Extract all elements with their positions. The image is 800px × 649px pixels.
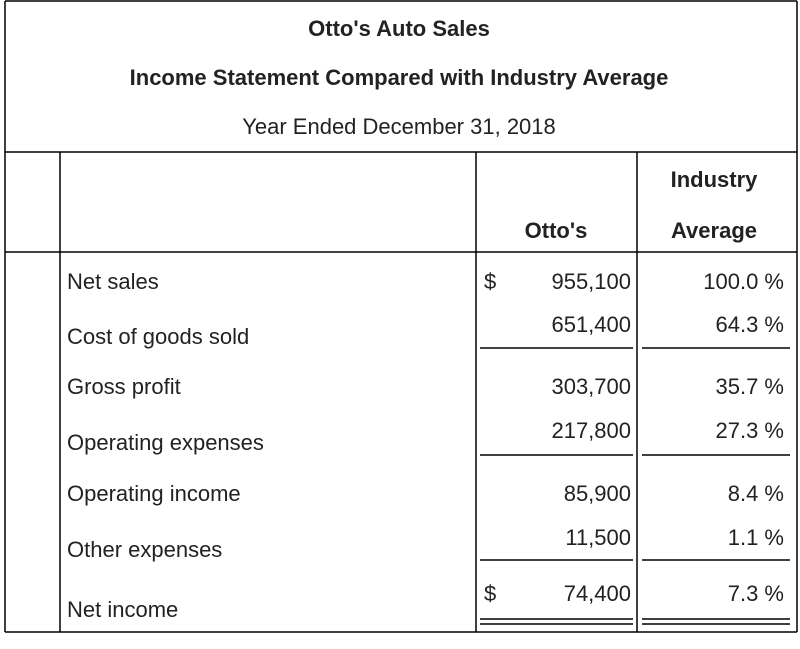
company-value: 85,900 [564, 481, 631, 506]
row-label: Other expenses [67, 537, 222, 562]
industry-value: 1.1 % [728, 525, 784, 550]
company-value: 74,400 [564, 581, 631, 606]
row-label: Cost of goods sold [67, 324, 249, 349]
column-header: Otto's [525, 218, 588, 243]
subtitle: Income Statement Compared with Industry … [130, 65, 669, 90]
industry-value: 27.3 % [716, 418, 785, 443]
period: Year Ended December 31, 2018 [242, 114, 556, 139]
currency: $ [484, 581, 496, 606]
currency: $ [484, 269, 496, 294]
industry-value: 64.3 % [716, 312, 785, 337]
industry-value: 8.4 % [728, 481, 784, 506]
row-label: Gross profit [67, 374, 181, 399]
industry-value: 7.3 % [728, 581, 784, 606]
underlines [480, 347, 790, 625]
industry-value: 35.7 % [716, 374, 785, 399]
column-header: Industry [671, 167, 759, 192]
company-value: 11,500 [565, 525, 631, 550]
company-value: 651,400 [551, 312, 631, 337]
row-label: Operating income [67, 481, 241, 506]
row-label: Net income [67, 597, 178, 622]
title: Otto's Auto Sales [308, 16, 490, 41]
row-label: Net sales [67, 269, 159, 294]
industry-value: 100.0 % [703, 269, 784, 294]
row-label: Operating expenses [67, 430, 264, 455]
company-value: 955,100 [551, 269, 631, 294]
company-value: 217,800 [551, 418, 631, 443]
column-header: Average [671, 218, 757, 243]
company-value: 303,700 [551, 374, 631, 399]
